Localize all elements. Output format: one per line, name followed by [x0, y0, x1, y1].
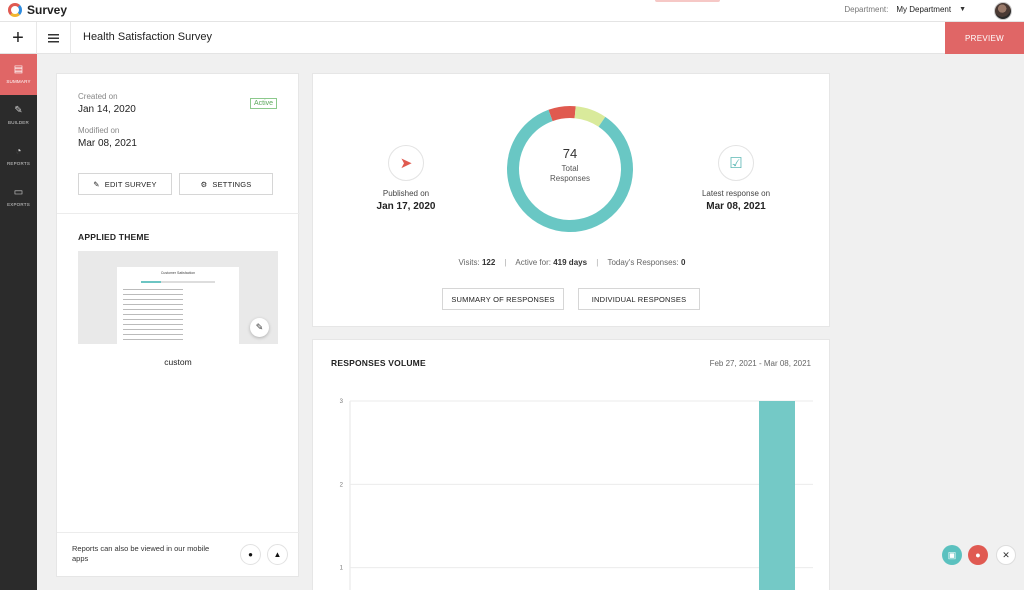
modified-value: Mar 08, 2021 — [78, 138, 137, 149]
pie-chart-icon: ◔ — [15, 146, 22, 157]
screen-icon: ▣ — [947, 549, 957, 560]
survey-logo-icon — [8, 3, 22, 17]
sidebar-item-label: EXPORTS — [7, 202, 30, 207]
tips-button[interactable]: ● — [968, 545, 988, 565]
visits-stats: Visits: 122 | Active for: 419 days | Tod… — [458, 258, 686, 267]
checkbox-icon: ☑ — [718, 145, 754, 181]
created-label: Created on — [78, 92, 118, 101]
settings-button[interactable]: ⚙ SETTINGS — [179, 173, 273, 195]
plus-icon: + — [12, 26, 24, 49]
latest-response-value: Mar 08, 2021 — [706, 201, 766, 212]
responses-volume-chart: 1 2 3 — [340, 399, 813, 590]
responses-volume-title: RESPONSES VOLUME — [331, 358, 426, 368]
top-bar: Survey Department: My Department ▼ — [0, 0, 1024, 22]
volume-bar[interactable] — [759, 401, 795, 590]
responses-donut-chart — [507, 106, 633, 232]
responses-volume-card: RESPONSES VOLUME Feb 27, 2021 - Mar 08, … — [312, 339, 830, 590]
individual-responses-button[interactable]: INDIVIDUAL RESPONSES — [578, 288, 700, 310]
gear-icon: ⚙ — [200, 179, 208, 189]
total-responses-caption-1: Total — [561, 164, 579, 173]
user-avatar[interactable] — [994, 2, 1012, 20]
date-range[interactable]: Feb 27, 2021 - Mar 08, 2021 — [709, 359, 811, 368]
published-value: Jan 17, 2020 — [376, 201, 436, 212]
notification-accent — [655, 0, 720, 2]
active-for-value: 419 days — [553, 258, 588, 267]
sidebar-item-label: REPORTS — [6, 161, 31, 166]
modified-label: Modified on — [78, 126, 120, 135]
department-value[interactable]: My Department — [896, 5, 952, 14]
survey-toolbar: + Health Satisfaction Survey PREVIEW — [0, 22, 1024, 54]
android-app-button[interactable]: ▲ — [267, 544, 288, 565]
active-for-label: Active for: — [515, 258, 551, 267]
total-responses-caption-2: Responses — [549, 174, 591, 183]
status-badge: Active — [250, 98, 278, 109]
survey-list-button[interactable] — [37, 22, 71, 54]
sidebar: ▤ SUMMARY ✎ BUILDER ◔ REPORTS ▭ EXPORTS — [0, 54, 37, 590]
feedback-button[interactable]: ▣ — [942, 545, 962, 565]
summary-of-responses-label: SUMMARY OF RESPONSES — [451, 294, 555, 304]
pencil-icon: ✎ — [14, 105, 23, 116]
list-icon — [48, 33, 59, 43]
sidebar-item-label: SUMMARY — [6, 79, 31, 84]
ios-app-button[interactable]: ● — [240, 544, 261, 565]
visits-label: Visits: — [458, 258, 480, 267]
theme-progress-bar — [141, 281, 215, 283]
applied-theme-title: APPLIED THEME — [78, 232, 150, 242]
divider — [57, 532, 300, 533]
individual-responses-label: INDIVIDUAL RESPONSES — [591, 294, 687, 304]
department-label: Department: — [844, 5, 889, 14]
document-icon: ▤ — [13, 64, 24, 75]
visits-value: 122 — [481, 258, 496, 267]
summary-card: ➤ Published on Jan 17, 2020 74 Total Res… — [312, 73, 830, 327]
summary-of-responses-button[interactable]: SUMMARY OF RESPONSES — [442, 288, 564, 310]
divider — [57, 213, 300, 214]
theme-thumbnail[interactable]: Customer Satisfaction ✎ — [78, 251, 278, 344]
y-tick-label: 3 — [340, 399, 344, 405]
folder-icon: ▭ — [13, 187, 24, 198]
survey-title: Health Satisfaction Survey — [83, 31, 213, 43]
add-survey-button[interactable]: + — [0, 22, 37, 54]
survey-info-panel: Created on Jan 14, 2020 Active Modified … — [56, 73, 300, 577]
sidebar-item-label: BUILDER — [8, 120, 29, 125]
sidebar-item-reports[interactable]: ◔ REPORTS — [0, 136, 37, 177]
y-tick-label: 2 — [340, 482, 344, 488]
latest-response-label: Latest response on — [701, 189, 771, 198]
edit-survey-button[interactable]: ✎ EDIT SURVEY — [78, 173, 172, 195]
settings-label: SETTINGS — [212, 179, 252, 189]
lightbulb-icon: ● — [975, 550, 981, 560]
app-name: Survey — [27, 3, 68, 17]
theme-name: custom — [164, 357, 192, 367]
pencil-icon: ✎ — [255, 322, 264, 332]
close-widget-button[interactable]: ✕ — [996, 545, 1016, 565]
mobile-apps-note: Reports can also be viewed in our mobile… — [72, 544, 210, 563]
created-value: Jan 14, 2020 — [78, 104, 136, 115]
preview-button[interactable]: PREVIEW — [945, 22, 1024, 54]
edit-survey-label: EDIT SURVEY — [104, 179, 157, 189]
edit-theme-button[interactable]: ✎ — [250, 318, 269, 337]
theme-preview-title: Customer Satisfaction — [160, 271, 196, 275]
donut-center: 74 Total Responses — [505, 146, 635, 184]
total-responses-count: 74 — [562, 146, 578, 161]
department-selector[interactable]: Department: My Department ▼ — [844, 5, 966, 14]
pencil-icon: ✎ — [93, 179, 100, 189]
paper-plane-icon: ➤ — [388, 145, 424, 181]
published-label: Published on — [382, 189, 430, 198]
close-icon: ✕ — [1002, 549, 1010, 560]
today-responses-label: Today's Responses: — [607, 258, 679, 267]
theme-preview-lines — [123, 289, 183, 344]
apple-icon: ● — [248, 550, 253, 559]
sidebar-item-exports[interactable]: ▭ EXPORTS — [0, 177, 37, 218]
android-icon: ▲ — [273, 550, 282, 559]
donut-segment-2 — [507, 106, 633, 232]
y-tick-label: 1 — [340, 566, 344, 572]
sidebar-item-builder[interactable]: ✎ BUILDER — [0, 95, 37, 136]
theme-preview-page: Customer Satisfaction — [117, 267, 239, 344]
caret-down-icon[interactable]: ▼ — [959, 6, 966, 13]
sidebar-item-summary[interactable]: ▤ SUMMARY — [0, 54, 37, 95]
app-logo[interactable]: Survey — [8, 3, 67, 17]
today-responses-value: 0 — [681, 258, 686, 267]
